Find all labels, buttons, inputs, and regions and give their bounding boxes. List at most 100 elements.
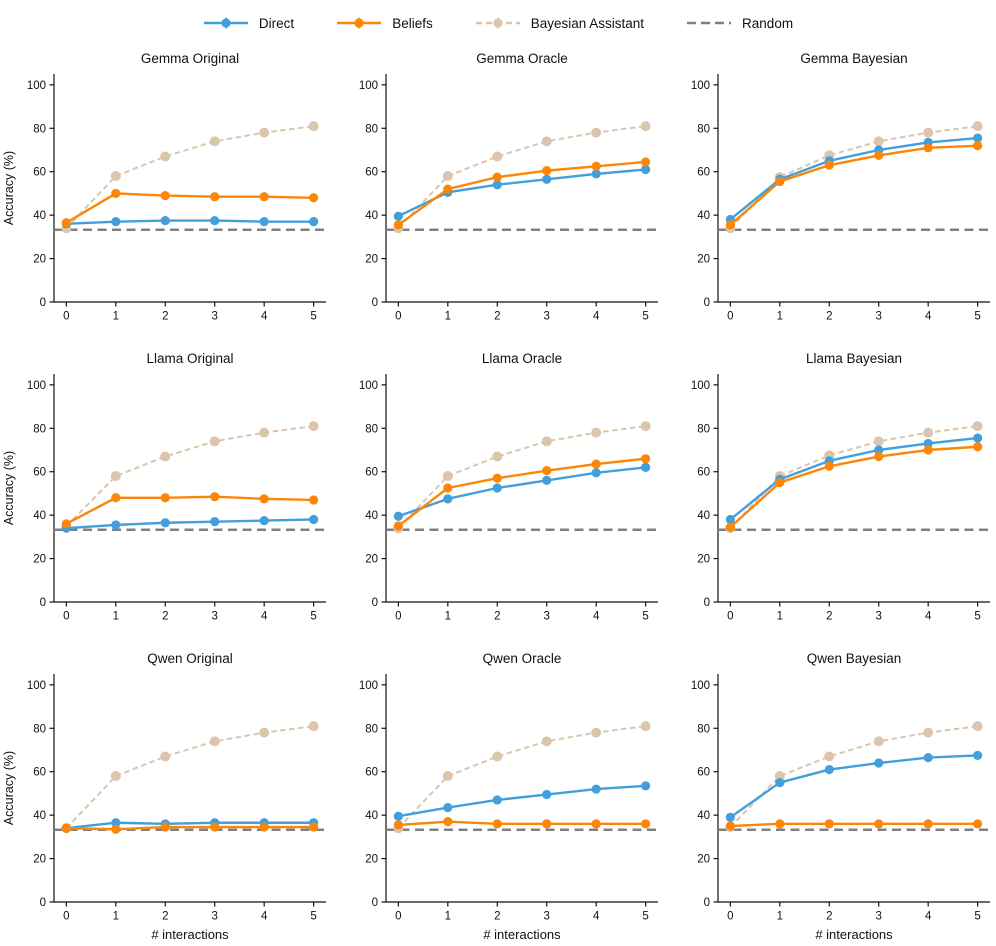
x-tick-label: 0 (63, 311, 69, 323)
y-tick-label: 100 (691, 680, 710, 692)
series-bayesian-assistant-markers (61, 121, 319, 234)
y-tick-label: 0 (40, 897, 46, 909)
legend-label-direct: Direct (258, 15, 295, 31)
series-direct-line (66, 219, 314, 226)
series-beliefs-line (65, 192, 314, 224)
series-direct-line (397, 168, 646, 218)
series-direct-markers (393, 781, 651, 821)
x-tick-label: 3 (876, 611, 882, 623)
x-axis-label: # interactions (483, 927, 561, 942)
x-tick-label: 2 (826, 911, 832, 923)
x-tick-label: 2 (826, 311, 832, 323)
series-bayesian-assistant-line (65, 125, 314, 229)
legend-item-bayesian-assistant: Bayesian Assistant (475, 15, 644, 31)
series-beliefs-line (730, 822, 978, 828)
x-tick-label: 4 (261, 611, 268, 623)
x-tick-label: 0 (395, 311, 401, 323)
chart-qwen-bayesian: Qwen Bayesian 0 20 40 60 80 100 0 1 2 3 4 5 # interac… (691, 651, 990, 942)
legend-label-beliefs: Beliefs (392, 15, 433, 31)
y-tick-label: 40 (697, 810, 710, 822)
x-tick-label: 5 (310, 611, 316, 623)
series-bayesian-assistant-line (397, 425, 646, 529)
chart-title: Gemma Bayesian (800, 51, 907, 66)
chart-title: Gemma Oracle (476, 51, 568, 66)
x-tick-label: 4 (593, 611, 600, 623)
y-tick-label: 20 (33, 254, 46, 266)
x-tick-label: 2 (162, 311, 168, 323)
x-tick-label: 2 (162, 911, 168, 923)
y-tick-label: 20 (697, 554, 710, 566)
series-bayesian-assistant-line (397, 725, 646, 829)
y-tick-label: 100 (359, 80, 378, 92)
x-tick-label: 0 (63, 611, 69, 623)
bayesian-assistant-line-marker-icon (475, 17, 520, 29)
y-tick-label: 100 (27, 80, 46, 92)
chart-qwen-original: Qwen Original 0 20 40 60 80 100 0 1 2 3 4 5 Accuracy … (2, 651, 326, 942)
x-tick-label: 1 (445, 311, 451, 323)
series-beliefs-line (729, 445, 978, 528)
x-tick-label: 1 (777, 311, 783, 323)
series-direct-markers (725, 433, 983, 525)
chart-cell-qwen-original: Qwen Original 0 20 40 60 80 100 0 1 2 3 4 5 Accuracy … (0, 644, 332, 945)
y-tick-label: 0 (704, 297, 710, 309)
beliefs-line-marker-icon (337, 17, 382, 29)
series-beliefs-line (397, 160, 646, 226)
series-bayesian-assistant-markers (61, 421, 319, 531)
x-tick-label: 2 (494, 911, 500, 923)
series-bayesian-assistant-markers (725, 121, 983, 234)
chart-cell-gemma-oracle: Gemma Oracle 0 20 40 60 80 100 0 1 2 3 4 5 (332, 44, 664, 344)
y-tick-label: 100 (691, 80, 710, 92)
y-axis-label: Accuracy (%) (2, 451, 16, 525)
x-axis-label: # interactions (815, 927, 893, 942)
y-tick-label: 60 (365, 767, 378, 779)
chart-cell-llama-bayesian: Llama Bayesian 0 20 40 60 80 100 0 1 2 3 4 5 (664, 344, 996, 644)
chart-cell-qwen-oracle: Qwen Oracle 0 20 40 60 80 100 0 1 2 3 4 5 # interacti… (332, 644, 664, 945)
chart-title: Gemma Original (141, 51, 239, 66)
y-tick-label: 80 (33, 123, 46, 135)
series-beliefs-markers (725, 141, 983, 230)
chart-title: Qwen Oracle (483, 651, 562, 666)
y-tick-label: 20 (365, 254, 378, 266)
series-bayesian-assistant-markers (725, 721, 983, 833)
y-tick-label: 80 (697, 123, 710, 135)
x-tick-label: 0 (63, 911, 69, 923)
y-tick-label: 80 (365, 723, 378, 735)
direct-line-marker-icon (203, 17, 248, 29)
x-tick-label: 5 (310, 311, 316, 323)
x-tick-label: 1 (445, 611, 451, 623)
x-tick-label: 1 (777, 611, 783, 623)
legend-item-direct: Direct (203, 15, 294, 31)
series-beliefs-markers (393, 157, 651, 230)
series-beliefs-line (729, 144, 978, 226)
chart-title: Llama Oracle (482, 351, 562, 366)
x-tick-label: 1 (445, 911, 451, 923)
x-tick-label: 4 (925, 911, 932, 923)
y-tick-label: 60 (697, 167, 710, 179)
x-tick-label: 5 (974, 311, 980, 323)
y-tick-label: 0 (704, 897, 710, 909)
series-bayesian-assistant-line (65, 425, 314, 527)
x-tick-label: 3 (212, 911, 218, 923)
x-tick-label: 2 (162, 611, 168, 623)
chart-cell-gemma-bayesian: Gemma Bayesian 0 20 40 60 80 100 0 1 2 3 4 5 (664, 44, 996, 344)
x-tick-label: 3 (544, 311, 550, 323)
y-tick-label: 100 (359, 680, 378, 692)
series-beliefs-line (398, 820, 646, 827)
chart-title: Llama Bayesian (806, 351, 902, 366)
x-tick-label: 2 (826, 611, 832, 623)
series-beliefs-markers (725, 819, 983, 831)
x-tick-label: 5 (642, 611, 648, 623)
series-beliefs-line (397, 457, 646, 527)
y-tick-label: 100 (27, 380, 46, 392)
series-bayesian-assistant-markers (393, 121, 651, 234)
x-tick-label: 5 (974, 911, 980, 923)
x-tick-label: 0 (395, 911, 401, 923)
y-tick-label: 60 (365, 167, 378, 179)
chart-cell-gemma-original: Gemma Original 0 20 40 60 80 100 0 1 2 3 4 5 Accuracy… (0, 44, 332, 344)
y-tick-label: 20 (33, 854, 46, 866)
series-bayesian-assistant-line (729, 725, 978, 828)
x-tick-label: 0 (727, 611, 733, 623)
y-tick-label: 20 (365, 554, 378, 566)
series-beliefs-line (66, 825, 314, 831)
